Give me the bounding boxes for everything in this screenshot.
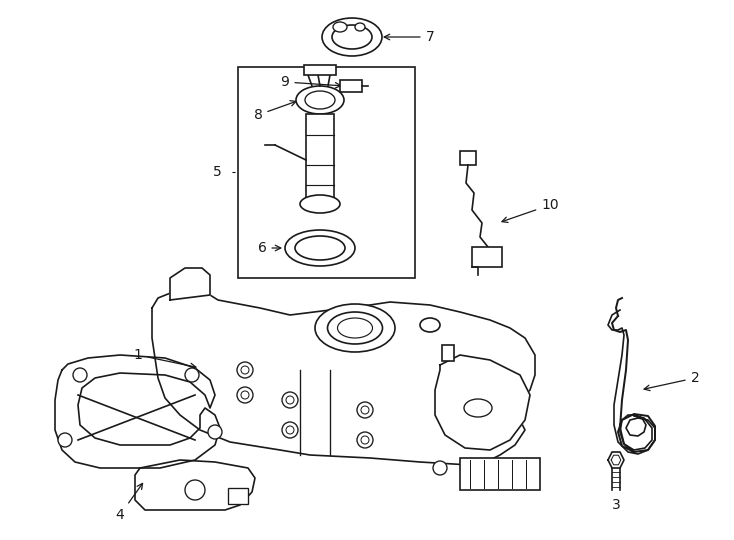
- Circle shape: [361, 436, 369, 444]
- Ellipse shape: [333, 22, 347, 32]
- Circle shape: [286, 426, 294, 434]
- Polygon shape: [55, 355, 220, 468]
- Polygon shape: [608, 452, 624, 468]
- Bar: [460, 151, 476, 165]
- Text: 8: 8: [253, 100, 296, 122]
- Circle shape: [241, 391, 249, 399]
- Ellipse shape: [285, 230, 355, 266]
- Ellipse shape: [464, 399, 492, 417]
- Polygon shape: [135, 460, 255, 510]
- Ellipse shape: [296, 86, 344, 114]
- Bar: [304, 65, 336, 75]
- Text: 7: 7: [384, 30, 435, 44]
- Ellipse shape: [332, 25, 372, 49]
- Bar: [442, 345, 454, 361]
- Ellipse shape: [300, 195, 340, 213]
- Ellipse shape: [322, 18, 382, 56]
- Text: 4: 4: [116, 483, 142, 522]
- Circle shape: [286, 396, 294, 404]
- Circle shape: [357, 402, 373, 418]
- Text: 3: 3: [611, 498, 620, 512]
- Circle shape: [357, 432, 373, 448]
- Circle shape: [282, 422, 298, 438]
- Circle shape: [361, 406, 369, 414]
- Bar: [460, 458, 540, 490]
- Bar: [238, 67, 415, 278]
- Circle shape: [208, 425, 222, 439]
- Ellipse shape: [355, 23, 365, 31]
- Circle shape: [433, 461, 447, 475]
- Text: 5: 5: [214, 165, 222, 179]
- Bar: [306, 114, 334, 204]
- Text: 6: 6: [258, 241, 281, 255]
- Circle shape: [282, 392, 298, 408]
- Text: 1: 1: [134, 348, 196, 369]
- Circle shape: [185, 368, 199, 382]
- Ellipse shape: [305, 91, 335, 109]
- Text: 10: 10: [502, 198, 559, 222]
- Circle shape: [185, 480, 205, 500]
- Ellipse shape: [338, 318, 372, 338]
- Polygon shape: [152, 290, 535, 465]
- Circle shape: [58, 433, 72, 447]
- Circle shape: [237, 387, 253, 403]
- Circle shape: [237, 362, 253, 378]
- Circle shape: [73, 368, 87, 382]
- Polygon shape: [435, 355, 530, 450]
- Bar: [472, 247, 502, 267]
- Polygon shape: [170, 268, 210, 300]
- Bar: [228, 488, 248, 504]
- Ellipse shape: [315, 304, 395, 352]
- Ellipse shape: [420, 318, 440, 332]
- Bar: [340, 80, 362, 92]
- Polygon shape: [612, 316, 655, 452]
- Ellipse shape: [295, 236, 345, 260]
- Circle shape: [241, 366, 249, 374]
- Ellipse shape: [327, 312, 382, 344]
- Text: 9: 9: [280, 75, 341, 89]
- Text: 2: 2: [644, 371, 700, 390]
